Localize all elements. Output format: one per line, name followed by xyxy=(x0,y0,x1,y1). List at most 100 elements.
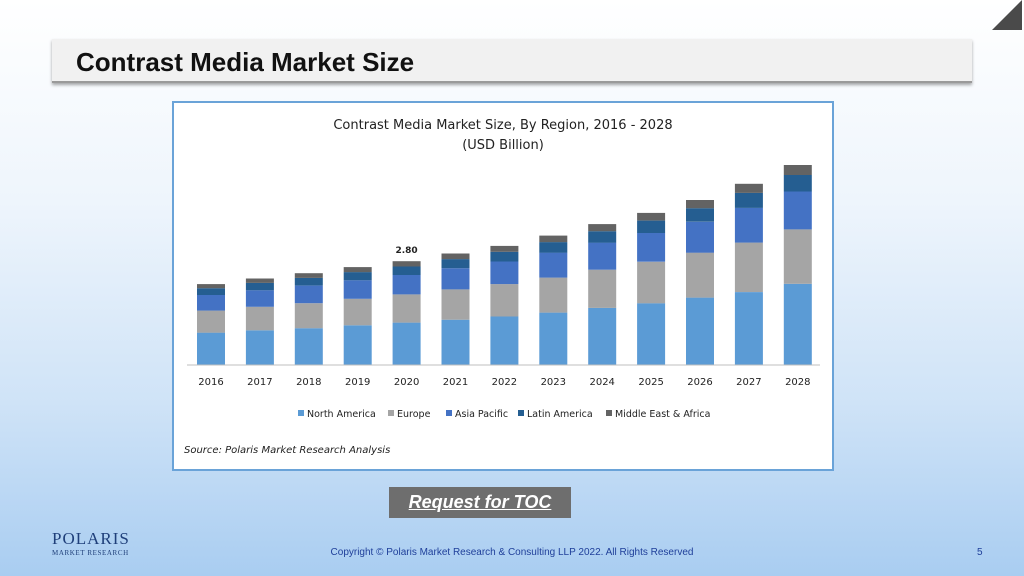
x-tick-label-2020: 2020 xyxy=(394,377,419,388)
bar-segment-2025-north-america xyxy=(637,303,666,365)
chart-source: Source: Polaris Market Research Analysis xyxy=(184,445,390,456)
bar-segment-2017-asia-pacific xyxy=(245,290,274,307)
x-tick-label-2024: 2024 xyxy=(589,377,614,388)
chart-frame: Contrast Media Market Size, By Region, 2… xyxy=(172,101,834,471)
chart-title: Contrast Media Market Size, By Region, 2… xyxy=(333,118,672,133)
x-tick-label-2028: 2028 xyxy=(785,377,810,388)
legend-swatch-europe xyxy=(388,410,394,416)
legend-swatch-latin-america xyxy=(518,410,524,416)
legend-label-latin-america: Latin America xyxy=(527,409,593,420)
bar-segment-2024-middle-east-africa xyxy=(588,224,617,232)
data-label-2020: 2.80 xyxy=(395,246,417,256)
bar-segment-2018-asia-pacific xyxy=(294,285,323,304)
bar-segment-2018-north-america xyxy=(294,328,323,365)
polaris-logo: POLARIS MARKET RESEARCH xyxy=(52,530,132,564)
bar-segment-2024-asia-pacific xyxy=(588,242,617,270)
bar-segment-2027-europe xyxy=(734,242,763,292)
x-tick-label-2026: 2026 xyxy=(687,377,712,388)
x-tick-label-2017: 2017 xyxy=(247,377,272,388)
legend-swatch-middle-east-africa xyxy=(606,410,612,416)
bar-segment-2024-latin-america xyxy=(588,231,617,243)
bar-segment-2017-europe xyxy=(245,306,274,331)
copyright-text: Copyright © Polaris Market Research & Co… xyxy=(330,547,694,558)
title-bar: Contrast Media Market Size xyxy=(52,39,972,83)
bar-segment-2016-latin-america xyxy=(197,288,225,295)
legend: North America Europe Asia Pacific Latin Ame… xyxy=(298,409,710,420)
corner-triangle-icon xyxy=(990,0,1022,30)
bar-segment-2021-north-america xyxy=(441,319,470,365)
bar-segment-2016-europe xyxy=(197,310,225,333)
bar-segment-2023-middle-east-africa xyxy=(539,235,568,243)
x-tick-label-2027: 2027 xyxy=(736,377,761,388)
bar-segment-2027-middle-east-africa xyxy=(734,183,763,193)
chart-subtitle: (USD Billion) xyxy=(462,138,544,153)
bar-segment-2023-asia-pacific xyxy=(539,252,568,278)
bar-segment-2016-asia-pacific xyxy=(197,295,225,311)
bar-segment-2017-middle-east-africa xyxy=(245,278,274,283)
x-tick-label-2025: 2025 xyxy=(638,377,663,388)
bar-segment-2026-north-america xyxy=(686,297,714,365)
bar-segment-2025-europe xyxy=(637,261,666,304)
bar-segment-2016-middle-east-africa xyxy=(197,284,225,289)
bar-segment-2021-latin-america xyxy=(441,259,470,269)
bar-segment-2022-europe xyxy=(490,284,519,317)
x-tick-label-2016: 2016 xyxy=(198,377,223,388)
bar-segment-2020-europe xyxy=(392,294,421,323)
legend-swatch-asia-pacific xyxy=(446,410,452,416)
bar-segment-2017-latin-america xyxy=(245,282,274,291)
bar-segment-2028-latin-america xyxy=(783,175,812,192)
logo-subtitle: MARKET RESEARCH xyxy=(52,549,129,557)
page-number: 5 xyxy=(977,547,983,558)
bar-segment-2019-middle-east-africa xyxy=(343,267,372,273)
bar-segment-2022-asia-pacific xyxy=(490,261,519,285)
x-tick-label-2018: 2018 xyxy=(296,377,321,388)
bar-segment-2021-europe xyxy=(441,289,470,320)
bar-segment-2023-latin-america xyxy=(539,242,568,253)
legend-label-europe: Europe xyxy=(397,409,431,420)
bar-segment-2020-north-america xyxy=(392,322,421,365)
page-title: Contrast Media Market Size xyxy=(76,47,415,77)
bar-segment-2023-north-america xyxy=(539,312,568,365)
x-tick-label-2023: 2023 xyxy=(541,377,566,388)
bar-segment-2022-middle-east-africa xyxy=(490,245,519,252)
bar-segment-2024-north-america xyxy=(588,307,617,365)
bar-segment-2028-middle-east-africa xyxy=(783,165,812,175)
bar-segment-2024-europe xyxy=(588,269,617,308)
bar-segment-2020-asia-pacific xyxy=(392,275,421,295)
legend-swatch-north-america xyxy=(298,410,304,416)
bar-segment-2016-north-america xyxy=(197,332,225,365)
bar-segment-2018-latin-america xyxy=(294,277,323,286)
x-tick-label-2022: 2022 xyxy=(492,377,517,388)
bars-group: 2.80 xyxy=(197,165,812,365)
bar-segment-2027-asia-pacific xyxy=(734,207,763,243)
x-tick-labels: 2016 2017 2018 2019 2020 2021 2022 2023 2024 2025… xyxy=(198,377,810,388)
x-tick-label-2021: 2021 xyxy=(443,377,468,388)
bar-segment-2023-europe xyxy=(539,277,568,313)
bar-segment-2018-middle-east-africa xyxy=(294,273,323,278)
bar-segment-2019-north-america xyxy=(343,325,372,365)
x-tick-label-2019: 2019 xyxy=(345,377,370,388)
bar-segment-2019-europe xyxy=(343,298,372,326)
bar-segment-2028-europe xyxy=(783,229,812,284)
bar-segment-2021-asia-pacific xyxy=(441,268,470,290)
bar-segment-2026-asia-pacific xyxy=(686,221,714,253)
bar-segment-2019-asia-pacific xyxy=(343,280,372,299)
bar-segment-2021-middle-east-africa xyxy=(441,253,470,260)
legend-label-north-america: North America xyxy=(307,409,376,420)
bar-segment-2020-latin-america xyxy=(392,266,421,275)
market-size-chart: Contrast Media Market Size, By Region, 2… xyxy=(184,118,820,456)
bar-segment-2028-north-america xyxy=(783,283,812,365)
legend-label-asia-pacific: Asia Pacific xyxy=(455,409,508,420)
legend-label-middle-east-africa: Middle East & Africa xyxy=(615,409,710,420)
bar-segment-2025-asia-pacific xyxy=(637,232,666,262)
bar-segment-2022-north-america xyxy=(490,316,519,365)
bar-segment-2020-middle-east-africa xyxy=(392,261,421,267)
bar-segment-2025-latin-america xyxy=(637,220,666,233)
bar-segment-2026-europe xyxy=(686,252,714,298)
bar-segment-2025-middle-east-africa xyxy=(637,212,666,221)
bar-segment-2026-middle-east-africa xyxy=(686,200,714,209)
bar-segment-2027-north-america xyxy=(734,292,763,365)
bar-segment-2027-latin-america xyxy=(734,192,763,208)
request-toc-button[interactable]: Request for TOC xyxy=(389,487,571,518)
bar-segment-2017-north-america xyxy=(245,330,274,365)
